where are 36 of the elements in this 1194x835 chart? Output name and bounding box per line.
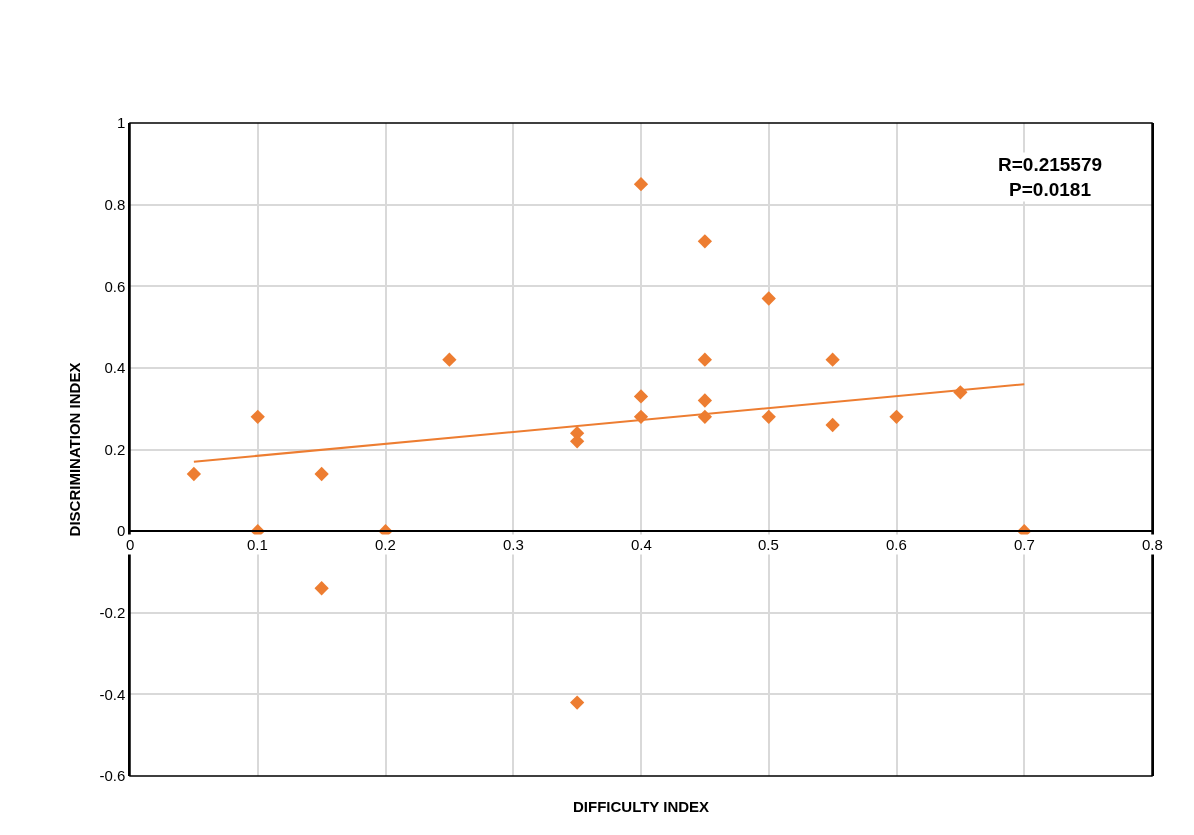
point: [442, 352, 457, 367]
point: [250, 409, 265, 424]
y-tick-label: 0.4: [104, 359, 126, 377]
point: [825, 417, 840, 433]
y-tick-label: 1: [116, 114, 126, 132]
point: [697, 352, 713, 367]
x-tick-label: 0.1: [247, 536, 268, 553]
y-tick-label: 0.8: [104, 195, 126, 213]
x-tick-label: 0.7: [1014, 536, 1035, 553]
annotation: R=0.215579 P=0.0181: [998, 154, 1103, 200]
y-tick-label: -0.6: [99, 767, 126, 785]
x-tick-label: 0.6: [886, 536, 907, 553]
y-tick-label: 0: [116, 522, 126, 540]
x-axis-title: DIFFICULTY INDEX: [573, 798, 710, 815]
x-tick-label: 0.3: [503, 536, 524, 553]
y-tick-label: 0.6: [104, 277, 126, 295]
point: [633, 177, 649, 192]
point: [889, 409, 904, 424]
y-axis-title: DISCRIMINATION INDEX: [66, 362, 84, 537]
x-tick-label: 0.2: [375, 536, 396, 553]
point: [314, 581, 329, 596]
point: [569, 695, 585, 710]
point: [761, 291, 776, 306]
point: [697, 234, 713, 249]
y-tick-label: 0.2: [104, 440, 126, 458]
point: [633, 389, 649, 404]
point: [186, 466, 202, 482]
point: [825, 352, 840, 367]
x-tick-label: 0.8: [1142, 536, 1163, 553]
point: [761, 409, 776, 424]
x-tick-label: 0.5: [758, 536, 779, 553]
point: [314, 466, 329, 482]
y-tick-label: -0.4: [99, 685, 126, 703]
y-tick-label: -0.2: [99, 604, 126, 621]
x-tick-label: 0.4: [631, 536, 652, 553]
point: [697, 393, 713, 408]
